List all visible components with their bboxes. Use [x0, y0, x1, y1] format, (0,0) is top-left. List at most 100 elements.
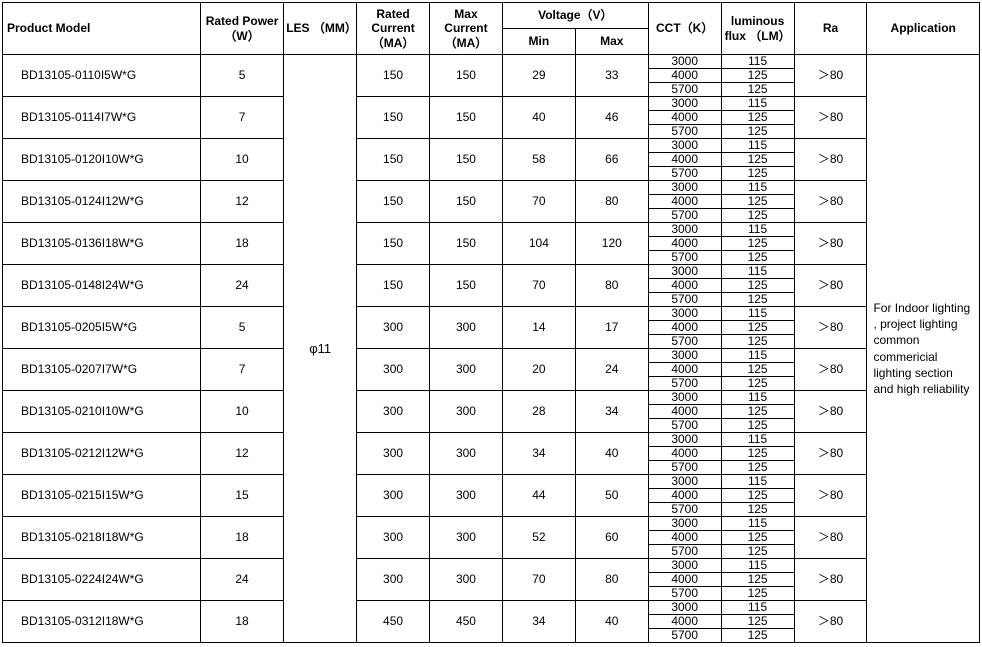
cell-lum: 115125125	[721, 139, 794, 181]
cell-vmin: 34	[502, 601, 575, 643]
cell-lum: 115125125	[721, 475, 794, 517]
cell-model: BD13105-0218I18W*G	[3, 517, 201, 559]
cell-vmax: 80	[575, 265, 648, 307]
cell-vmax: 34	[575, 391, 648, 433]
header-ra: Ra	[794, 3, 867, 55]
cell-model: BD13105-0148I24W*G	[3, 265, 201, 307]
header-les: LES （MM）	[284, 3, 357, 55]
table-row: BD13105-0212I12W*G1230030034403000400057…	[3, 433, 980, 475]
cell-max: 450	[430, 601, 503, 643]
cell-max: 300	[430, 475, 503, 517]
cell-power: 5	[200, 55, 283, 97]
table-row: BD13105-0124I12W*G1215015070803000400057…	[3, 181, 980, 223]
header-max: Max Current （MA）	[430, 3, 503, 55]
cell-lum: 115125125	[721, 223, 794, 265]
cell-vmax: 33	[575, 55, 648, 97]
cell-power: 18	[200, 601, 283, 643]
cell-rated: 150	[357, 139, 430, 181]
cell-power: 10	[200, 391, 283, 433]
header-lum: luminous flux （LM）	[721, 3, 794, 55]
cell-vmax: 40	[575, 433, 648, 475]
table-row: BD13105-0312I18W*G1845045034403000400057…	[3, 601, 980, 643]
cell-lum: 115125125	[721, 601, 794, 643]
cell-lum: 115125125	[721, 55, 794, 97]
cell-power: 24	[200, 559, 283, 601]
cell-rated: 450	[357, 601, 430, 643]
cell-power: 12	[200, 433, 283, 475]
header-cct: CCT（K）	[648, 3, 721, 55]
cell-vmin: 70	[502, 265, 575, 307]
cell-rated: 150	[357, 265, 430, 307]
cell-vmin: 20	[502, 349, 575, 391]
table-row: BD13105-0215I15W*G1530030044503000400057…	[3, 475, 980, 517]
cell-lum: 115125125	[721, 517, 794, 559]
cell-ra: ＞80	[794, 55, 867, 97]
cell-vmin: 44	[502, 475, 575, 517]
cell-ra: ＞80	[794, 349, 867, 391]
header-product: Product Model	[3, 3, 201, 55]
cell-vmin: 104	[502, 223, 575, 265]
table-row: BD13105-0148I24W*G2415015070803000400057…	[3, 265, 980, 307]
cell-ra: ＞80	[794, 391, 867, 433]
cell-power: 12	[200, 181, 283, 223]
table-row: BD13105-0114I7W*G71501504046300040005700…	[3, 97, 980, 139]
cell-vmax: 24	[575, 349, 648, 391]
cell-vmin: 52	[502, 517, 575, 559]
cell-vmax: 66	[575, 139, 648, 181]
cell-power: 24	[200, 265, 283, 307]
cell-lum: 115125125	[721, 307, 794, 349]
cell-cct: 300040005700	[648, 97, 721, 139]
table-row: BD13105-0136I18W*G1815015010412030004000…	[3, 223, 980, 265]
cell-rated: 150	[357, 181, 430, 223]
cell-max: 150	[430, 55, 503, 97]
cell-cct: 300040005700	[648, 475, 721, 517]
cell-model: BD13105-0212I12W*G	[3, 433, 201, 475]
cell-ra: ＞80	[794, 559, 867, 601]
cell-vmin: 29	[502, 55, 575, 97]
cell-rated: 300	[357, 391, 430, 433]
cell-ra: ＞80	[794, 223, 867, 265]
cell-cct: 300040005700	[648, 307, 721, 349]
cell-cct: 300040005700	[648, 601, 721, 643]
cell-ra: ＞80	[794, 139, 867, 181]
cell-max: 300	[430, 349, 503, 391]
cell-vmin: 14	[502, 307, 575, 349]
cell-max: 300	[430, 517, 503, 559]
table-row: BD13105-0110I5W*G5φ111501502933300040005…	[3, 55, 980, 97]
cell-lum: 115125125	[721, 559, 794, 601]
table-body: BD13105-0110I5W*G5φ111501502933300040005…	[3, 55, 980, 643]
cell-rated: 150	[357, 55, 430, 97]
cell-cct: 300040005700	[648, 433, 721, 475]
cell-vmin: 70	[502, 181, 575, 223]
header-rated: Rated Current （MA）	[357, 3, 430, 55]
cell-vmin: 28	[502, 391, 575, 433]
cell-model: BD13105-0205I5W*G	[3, 307, 201, 349]
cell-rated: 150	[357, 223, 430, 265]
cell-model: BD13105-0124I12W*G	[3, 181, 201, 223]
cell-rated: 300	[357, 475, 430, 517]
cell-vmax: 60	[575, 517, 648, 559]
cell-vmax: 40	[575, 601, 648, 643]
cell-lum: 115125125	[721, 181, 794, 223]
cell-rated: 150	[357, 97, 430, 139]
cell-max: 150	[430, 265, 503, 307]
table-row: BD13105-0218I18W*G1830030052603000400057…	[3, 517, 980, 559]
cell-ra: ＞80	[794, 97, 867, 139]
cell-model: BD13105-0224I24W*G	[3, 559, 201, 601]
cell-max: 150	[430, 97, 503, 139]
cell-vmin: 70	[502, 559, 575, 601]
cell-rated: 300	[357, 517, 430, 559]
spec-table: Product Model Rated Power （W） LES （MM） R…	[2, 2, 980, 643]
cell-max: 300	[430, 391, 503, 433]
cell-max: 300	[430, 307, 503, 349]
cell-model: BD13105-0207I7W*G	[3, 349, 201, 391]
cell-max: 300	[430, 559, 503, 601]
cell-ra: ＞80	[794, 265, 867, 307]
cell-cct: 300040005700	[648, 391, 721, 433]
cell-lum: 115125125	[721, 97, 794, 139]
cell-power: 5	[200, 307, 283, 349]
cell-ra: ＞80	[794, 433, 867, 475]
cell-rated: 300	[357, 433, 430, 475]
cell-max: 150	[430, 181, 503, 223]
cell-model: BD13105-0215I15W*G	[3, 475, 201, 517]
